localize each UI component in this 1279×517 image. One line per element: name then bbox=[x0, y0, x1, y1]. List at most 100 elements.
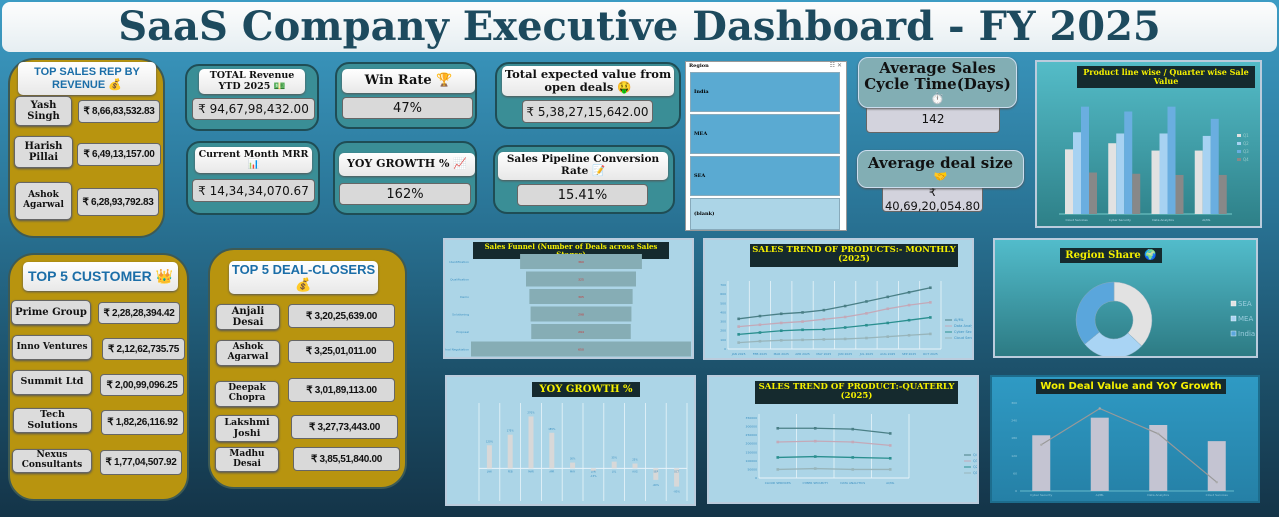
data-point bbox=[886, 307, 890, 311]
dashboard-title: SaaS Company Executive Dashboard - FY 20… bbox=[2, 2, 1277, 52]
donut-slice bbox=[1113, 281, 1153, 347]
bar bbox=[1207, 441, 1226, 491]
stopwatch-icon: ⏱️ bbox=[930, 91, 945, 105]
funnel-bar bbox=[471, 341, 691, 357]
conversion-rate-value: 15.41% bbox=[517, 184, 648, 206]
bar bbox=[611, 461, 617, 469]
data-point bbox=[779, 312, 783, 316]
deal-size-card: Average deal size 🤝 bbox=[857, 150, 1024, 188]
yoy-growth-label: YOY GROWTH % 📈 bbox=[339, 153, 475, 176]
y-tick-label: 0 bbox=[755, 476, 757, 480]
list-name: Deepak Chopra bbox=[215, 381, 279, 407]
x-tick-label: Cyber Security bbox=[1109, 218, 1131, 222]
data-point bbox=[758, 323, 762, 327]
list-value: ₹ 3,27,73,443.00 bbox=[291, 415, 398, 439]
bar bbox=[1151, 150, 1160, 214]
legend-swatch bbox=[1230, 300, 1237, 307]
bar bbox=[1202, 135, 1211, 214]
data-label: 360 bbox=[578, 260, 584, 264]
legend-label: India bbox=[1238, 330, 1255, 338]
data-point bbox=[907, 303, 911, 307]
legend-swatch bbox=[1237, 134, 1241, 137]
y-tick-label: 300 bbox=[1011, 401, 1017, 405]
x-tick-label: Data Analytics bbox=[1147, 493, 1169, 497]
x-tick-label: MAY 2025 bbox=[816, 352, 831, 356]
x-tick-label: APR bbox=[549, 469, 554, 473]
slicer-item-mea[interactable]: MEA bbox=[690, 114, 840, 154]
total-revenue-label: TOTAL Revenue YTD 2025 💵 bbox=[199, 69, 305, 94]
legend-label: Q1 bbox=[1243, 133, 1249, 138]
y-tick-label: 350000 bbox=[746, 416, 758, 420]
slicer-item-sea[interactable]: SEA bbox=[690, 156, 840, 196]
data-point bbox=[865, 300, 868, 303]
x-tick-label: JAN bbox=[486, 469, 491, 473]
x-tick-label: MAR 2025 bbox=[774, 352, 789, 356]
data-point bbox=[888, 468, 892, 471]
x-tick-label: Cloud Services bbox=[1066, 218, 1089, 222]
total-revenue-value: ₹ 94,67,98,432.00 bbox=[192, 98, 315, 120]
list-name: Nexus Consultants bbox=[12, 449, 92, 473]
data-point bbox=[886, 321, 890, 325]
data-point bbox=[737, 333, 740, 336]
x-tick-label: CYBER SECURITY bbox=[802, 481, 828, 485]
legend-label: Data Analytics bbox=[954, 324, 972, 328]
legend-swatch bbox=[1237, 158, 1241, 161]
data-point bbox=[851, 427, 855, 431]
data-label: 294 bbox=[578, 330, 584, 334]
x-tick-label: SEP 2025 bbox=[902, 352, 916, 356]
list-name: Tech Solutions bbox=[13, 408, 92, 433]
data-point bbox=[929, 316, 932, 319]
data-label: 325 bbox=[578, 278, 584, 282]
bar bbox=[632, 463, 638, 469]
legend-label: Q3 bbox=[973, 459, 977, 463]
data-point bbox=[822, 308, 826, 312]
funnel-chart: Sales Funnel (Number of Deals across Sal… bbox=[443, 238, 694, 359]
expected-value-label: Total expected value from open deals 🤑 bbox=[502, 66, 674, 96]
data-point bbox=[843, 315, 847, 319]
mrr-value: ₹ 14,34,34,070.67 bbox=[192, 179, 315, 202]
x-tick-label: AI/ML bbox=[886, 481, 895, 485]
legend-label: MEA bbox=[1238, 315, 1253, 323]
data-label: 175% bbox=[507, 429, 515, 433]
data-label: 270% bbox=[527, 410, 535, 414]
x-tick-label: APR 2025 bbox=[795, 352, 810, 356]
legend-swatch bbox=[1237, 150, 1241, 153]
series-line bbox=[777, 440, 891, 447]
bar bbox=[549, 432, 555, 469]
list-name: Prime Group bbox=[11, 300, 91, 325]
data-point bbox=[779, 339, 783, 342]
slicer-item-blank[interactable]: (blank) bbox=[690, 198, 840, 230]
data-label: -15% bbox=[590, 474, 597, 478]
data-point bbox=[843, 337, 847, 341]
list-name: Ashok Agarwal bbox=[216, 340, 280, 366]
data-point bbox=[813, 426, 817, 430]
x-tick-label: JUL 2025 bbox=[859, 352, 873, 356]
clear-filter-icon[interactable]: ☷ ✕ bbox=[829, 62, 842, 69]
bar bbox=[486, 445, 492, 469]
data-point bbox=[929, 286, 932, 290]
x-tick-label: DATA ANALYTICS bbox=[840, 481, 865, 485]
y-tick-label: 180 bbox=[1011, 436, 1017, 440]
x-tick-label: Cloud Services bbox=[1206, 493, 1229, 497]
series-line bbox=[738, 287, 931, 320]
data-point bbox=[822, 328, 826, 331]
y-tick-label: 250000 bbox=[746, 433, 758, 437]
bar bbox=[507, 434, 513, 469]
slicer-item-india[interactable]: India bbox=[690, 72, 840, 112]
y-tick-label: 300000 bbox=[746, 425, 758, 429]
data-label: 30% bbox=[570, 457, 576, 461]
data-point bbox=[851, 468, 855, 471]
data-point bbox=[813, 467, 817, 470]
data-point bbox=[907, 291, 911, 294]
bar bbox=[1081, 106, 1089, 214]
data-point bbox=[843, 326, 847, 329]
list-value: ₹ 2,12,62,735.75 bbox=[102, 338, 185, 360]
data-label: 25% bbox=[632, 458, 638, 462]
conversion-rate-label: Sales Pipeline Conversion Rate 📝 bbox=[498, 152, 668, 180]
y-tick-label: 300 bbox=[720, 320, 726, 324]
expected-value-value: ₹ 5,38,27,15,642.00 bbox=[522, 100, 653, 123]
y-tick-label: Final Negotiation bbox=[445, 348, 469, 352]
y-tick-label: 600 bbox=[720, 292, 726, 296]
yoy-growth-chart: YOY GROWTH % JAN 120% FEB 175% MAR 270% APR 185… bbox=[445, 375, 696, 506]
yoy-growth-value: 162% bbox=[339, 183, 471, 205]
